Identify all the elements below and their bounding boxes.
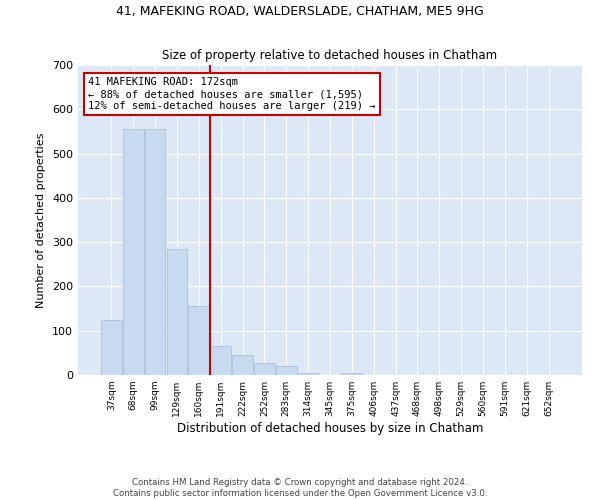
Bar bbox=[167, 249, 187, 375]
Bar bbox=[232, 354, 253, 375]
X-axis label: Distribution of detached houses by size in Chatham: Distribution of detached houses by size … bbox=[177, 422, 483, 435]
Text: 41 MAFEKING ROAD: 172sqm
← 88% of detached houses are smaller (1,595)
12% of sem: 41 MAFEKING ROAD: 172sqm ← 88% of detach… bbox=[88, 78, 376, 110]
Y-axis label: Number of detached properties: Number of detached properties bbox=[37, 132, 46, 308]
Bar bbox=[123, 129, 143, 375]
Title: Size of property relative to detached houses in Chatham: Size of property relative to detached ho… bbox=[163, 50, 497, 62]
Text: 41, MAFEKING ROAD, WALDERSLADE, CHATHAM, ME5 9HG: 41, MAFEKING ROAD, WALDERSLADE, CHATHAM,… bbox=[116, 5, 484, 18]
Bar bbox=[210, 346, 231, 375]
Bar bbox=[101, 320, 122, 375]
Bar bbox=[254, 362, 275, 375]
Bar bbox=[341, 373, 362, 375]
Bar bbox=[145, 129, 166, 375]
Bar bbox=[188, 306, 209, 375]
Text: Contains HM Land Registry data © Crown copyright and database right 2024.
Contai: Contains HM Land Registry data © Crown c… bbox=[113, 478, 487, 498]
Bar bbox=[276, 366, 296, 375]
Bar bbox=[298, 373, 319, 375]
